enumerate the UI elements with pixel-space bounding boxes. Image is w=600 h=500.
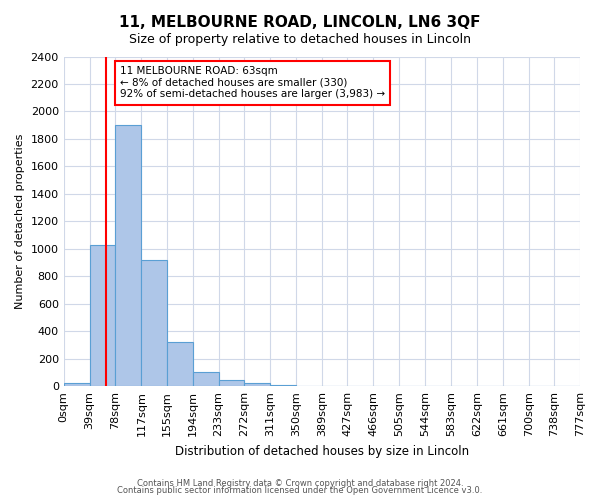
Text: 11 MELBOURNE ROAD: 63sqm
← 8% of detached houses are smaller (330)
92% of semi-d: 11 MELBOURNE ROAD: 63sqm ← 8% of detache… xyxy=(120,66,385,100)
Text: Size of property relative to detached houses in Lincoln: Size of property relative to detached ho… xyxy=(129,32,471,46)
Text: 11, MELBOURNE ROAD, LINCOLN, LN6 3QF: 11, MELBOURNE ROAD, LINCOLN, LN6 3QF xyxy=(119,15,481,30)
Bar xyxy=(218,380,244,386)
Bar xyxy=(64,384,89,386)
Bar xyxy=(142,260,167,386)
Bar xyxy=(193,372,218,386)
X-axis label: Distribution of detached houses by size in Lincoln: Distribution of detached houses by size … xyxy=(175,444,469,458)
Bar xyxy=(244,384,271,386)
Y-axis label: Number of detached properties: Number of detached properties xyxy=(15,134,25,309)
Bar xyxy=(115,125,142,386)
Bar xyxy=(271,385,296,386)
Bar xyxy=(167,342,193,386)
Text: Contains public sector information licensed under the Open Government Licence v3: Contains public sector information licen… xyxy=(118,486,482,495)
Bar xyxy=(89,246,115,386)
Text: Contains HM Land Registry data © Crown copyright and database right 2024.: Contains HM Land Registry data © Crown c… xyxy=(137,478,463,488)
